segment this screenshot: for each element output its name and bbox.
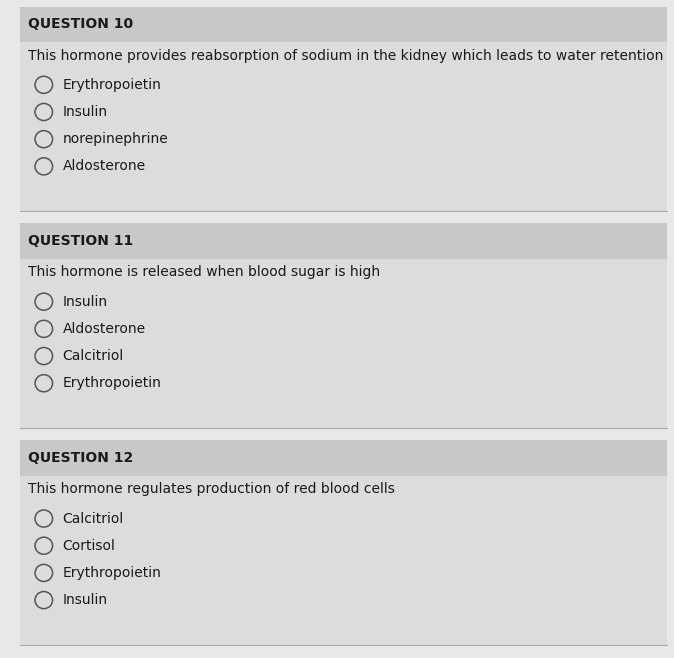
Text: QUESTION 11: QUESTION 11 xyxy=(28,234,133,248)
Bar xyxy=(20,7,667,42)
Text: Cortisol: Cortisol xyxy=(63,539,115,553)
Bar xyxy=(20,259,667,428)
Text: Aldosterone: Aldosterone xyxy=(63,159,146,173)
Text: Insulin: Insulin xyxy=(63,105,108,119)
Text: norepinephrine: norepinephrine xyxy=(63,132,168,146)
Bar xyxy=(20,476,667,645)
Bar xyxy=(20,42,667,211)
Text: Insulin: Insulin xyxy=(63,295,108,309)
Text: This hormone provides reabsorption of sodium in the kidney which leads to water : This hormone provides reabsorption of so… xyxy=(28,49,664,63)
Text: QUESTION 10: QUESTION 10 xyxy=(28,18,133,32)
Text: Erythropoietin: Erythropoietin xyxy=(63,376,162,390)
Bar xyxy=(20,224,667,259)
Text: Erythropoietin: Erythropoietin xyxy=(63,78,162,92)
Text: Calcitriol: Calcitriol xyxy=(63,349,124,363)
Text: This hormone regulates production of red blood cells: This hormone regulates production of red… xyxy=(28,482,395,496)
Text: Erythropoietin: Erythropoietin xyxy=(63,566,162,580)
Text: QUESTION 12: QUESTION 12 xyxy=(28,451,133,465)
Text: Insulin: Insulin xyxy=(63,593,108,607)
Text: Aldosterone: Aldosterone xyxy=(63,322,146,336)
Text: This hormone is released when blood sugar is high: This hormone is released when blood suga… xyxy=(28,265,380,280)
Text: Calcitriol: Calcitriol xyxy=(63,511,124,526)
Bar xyxy=(20,440,667,476)
